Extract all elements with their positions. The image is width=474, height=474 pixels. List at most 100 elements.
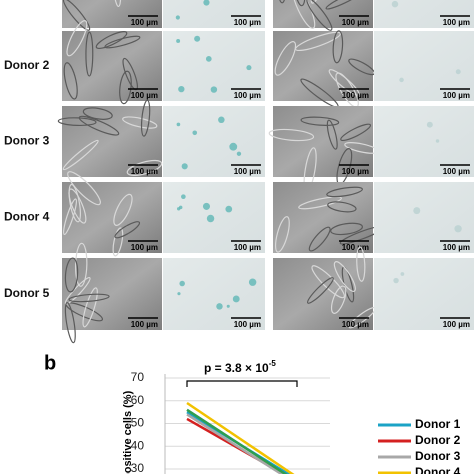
scale-label: 100 µm [443, 18, 470, 27]
cell [310, 0, 327, 4]
legend-label: Donor 2 [415, 433, 461, 447]
cell [122, 116, 158, 129]
cell [330, 285, 347, 314]
cell [298, 196, 342, 210]
scale-label: 100 µm [443, 320, 470, 329]
cell [57, 117, 97, 127]
scale-label: 100 µm [342, 18, 369, 27]
stain [206, 214, 215, 223]
stain [202, 202, 211, 210]
annotation-text: p = 3.8 × 10 [204, 361, 269, 375]
cell [95, 31, 128, 49]
stain [393, 277, 399, 284]
stain [454, 225, 462, 233]
series-line [186, 401, 295, 474]
cell [82, 107, 113, 120]
micrograph [163, 0, 265, 28]
cell [68, 183, 82, 223]
y-axis-label: positive cells (%) [122, 390, 134, 474]
cell [67, 171, 102, 206]
stain [400, 272, 405, 276]
row-label: Donor 5 [4, 286, 50, 300]
cell [68, 293, 110, 303]
cell [330, 222, 363, 236]
cell [326, 186, 363, 198]
stain [194, 35, 201, 42]
cell [68, 188, 87, 224]
cell [306, 0, 333, 31]
stain [236, 151, 242, 156]
stain [181, 163, 188, 170]
cell [66, 20, 88, 57]
annotation: p = 3.8 × 10-5 [204, 359, 276, 375]
stain [181, 194, 186, 200]
stain [229, 142, 238, 151]
cell [274, 41, 297, 76]
stain [413, 207, 421, 215]
row-label: Donor 4 [4, 210, 50, 224]
scale-label: 100 µm [234, 91, 261, 100]
cell [356, 246, 366, 282]
cell [113, 0, 122, 8]
series-line [186, 408, 288, 474]
cell [300, 116, 340, 126]
annotation-exponent: -5 [269, 359, 277, 368]
stain [178, 85, 185, 93]
cell [308, 226, 331, 252]
cell [325, 0, 363, 10]
legend-label: Donor 4 [415, 465, 461, 474]
micrograph-grid: 100 µm 100 µm 100 µm 100 µm Donor 2 100 µm 100… [4, 0, 474, 344]
micrograph [374, 0, 474, 28]
stain [218, 116, 225, 124]
cell [62, 0, 91, 31]
scale-label: 100 µm [131, 243, 158, 252]
stain [216, 303, 223, 310]
cell [340, 123, 372, 142]
scale-label: 100 µm [131, 91, 158, 100]
cell [104, 35, 141, 49]
series-line [186, 413, 284, 474]
cell [85, 31, 94, 77]
stain [455, 69, 461, 75]
cell [327, 201, 357, 213]
cell [64, 257, 79, 293]
cell [62, 139, 99, 171]
cell [274, 216, 290, 253]
cell [78, 115, 120, 136]
scale-label: 100 µm [234, 18, 261, 27]
stain [203, 0, 210, 6]
stain [178, 205, 183, 210]
cell [114, 221, 141, 239]
cell [64, 302, 76, 344]
cell [63, 198, 78, 236]
stain [225, 205, 233, 213]
stain [210, 86, 218, 93]
cell [268, 128, 315, 142]
scale-label: 100 µm [234, 320, 261, 329]
scale-label: 100 µm [131, 167, 158, 176]
panel-label: b [44, 352, 56, 374]
stain [248, 278, 257, 286]
scale-label: 100 µm [443, 243, 470, 252]
y-tick-label: 30 [131, 461, 145, 474]
cell [140, 99, 151, 137]
stain [232, 295, 240, 303]
scale-label: 100 µm [342, 243, 369, 252]
scale-label: 100 µm [131, 320, 158, 329]
scale-label: 100 µm [342, 167, 369, 176]
cell [113, 193, 133, 226]
significance-bracket [186, 380, 298, 387]
cell [326, 119, 338, 150]
scale-label: 100 µm [234, 243, 261, 252]
stain [176, 39, 181, 43]
scale-label: 100 µm [342, 320, 369, 329]
cell [63, 62, 78, 100]
scale-label: 100 µm [443, 91, 470, 100]
cell [306, 277, 334, 304]
cell [75, 242, 88, 287]
stain [246, 65, 252, 71]
stain [399, 77, 404, 83]
cell [328, 69, 360, 96]
stain [205, 56, 212, 62]
